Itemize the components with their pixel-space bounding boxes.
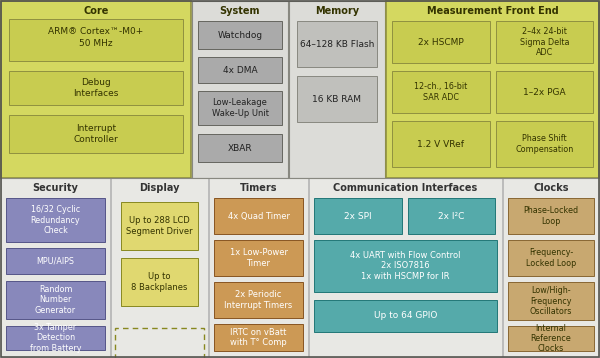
Bar	[314, 198, 401, 234]
Bar	[111, 178, 208, 357]
Text: Watchdog: Watchdog	[217, 30, 263, 39]
Text: Security: Security	[32, 183, 79, 193]
Bar	[214, 282, 303, 318]
Text: 1.2 V VRef: 1.2 V VRef	[417, 140, 464, 149]
Text: Clocks: Clocks	[533, 183, 569, 193]
Text: 2x SPI: 2x SPI	[344, 212, 371, 221]
Text: 50 MHz: 50 MHz	[79, 39, 113, 48]
Bar	[392, 21, 490, 63]
Bar	[289, 1, 385, 178]
Bar	[198, 21, 282, 49]
Text: Phase Shift
Compensation: Phase Shift Compensation	[515, 134, 574, 154]
Bar	[9, 19, 183, 61]
Bar	[214, 240, 303, 276]
Bar	[314, 240, 497, 292]
Text: System: System	[220, 6, 260, 16]
Text: Internal
Reference
Clocks: Internal Reference Clocks	[530, 324, 571, 353]
Bar	[503, 178, 599, 357]
Bar	[392, 121, 490, 167]
Text: Communication Interfaces: Communication Interfaces	[334, 183, 478, 193]
Text: Low-Leakage
Wake-Up Unit: Low-Leakage Wake-Up Unit	[212, 98, 269, 118]
Text: 1x Low-Power
Timer: 1x Low-Power Timer	[229, 248, 287, 268]
Bar	[314, 300, 497, 332]
Text: Memory: Memory	[315, 6, 359, 16]
Text: 2x I²C: 2x I²C	[438, 212, 464, 221]
Bar	[496, 21, 593, 63]
Bar	[496, 71, 593, 113]
Text: 4x Quad Timer: 4x Quad Timer	[227, 212, 290, 221]
Bar	[214, 324, 303, 351]
Text: Interrupt
Controller: Interrupt Controller	[74, 124, 118, 144]
Bar	[192, 1, 288, 178]
Text: XBAR: XBAR	[227, 144, 253, 153]
Bar	[508, 240, 594, 276]
Bar	[209, 178, 308, 357]
Text: 4x UART with Flow Control
2x ISO7816
1x with HSCMP for IR: 4x UART with Flow Control 2x ISO7816 1x …	[350, 251, 461, 281]
Text: Debug
Interfaces: Debug Interfaces	[73, 78, 119, 98]
Bar	[121, 202, 198, 250]
Text: Frequency-
Locked Loop: Frequency- Locked Loop	[526, 248, 576, 268]
Text: 3x Tamper
Detection
from Battery: 3x Tamper Detection from Battery	[30, 323, 81, 353]
Bar	[1, 1, 191, 178]
Text: Timers: Timers	[240, 183, 277, 193]
Text: Up to 64 GPIO: Up to 64 GPIO	[374, 311, 437, 320]
Bar	[115, 328, 204, 358]
Bar	[9, 115, 183, 153]
Text: 2–4x 24-bit
Sigma Delta
ADC: 2–4x 24-bit Sigma Delta ADC	[520, 27, 569, 57]
Bar	[407, 198, 495, 234]
Text: IRTC on vBatt
with T° Comp: IRTC on vBatt with T° Comp	[230, 328, 287, 347]
Text: Up to 288 LCD
Segment Driver: Up to 288 LCD Segment Driver	[126, 216, 193, 236]
Bar	[6, 281, 105, 319]
Bar	[386, 1, 599, 178]
Text: 2x HSCMP: 2x HSCMP	[418, 38, 464, 47]
Bar	[6, 326, 105, 350]
Text: ARM® Cortex™-M0+: ARM® Cortex™-M0+	[49, 26, 143, 35]
Text: MPU/AIPS: MPU/AIPS	[37, 256, 74, 266]
Bar	[508, 282, 594, 320]
Bar	[198, 134, 282, 162]
Text: Random
Number
Generator: Random Number Generator	[35, 285, 76, 315]
Text: 16 KB RAM: 16 KB RAM	[313, 95, 361, 103]
Bar	[1, 178, 599, 357]
Bar	[392, 71, 490, 113]
Bar	[508, 198, 594, 234]
Bar	[508, 326, 594, 351]
Bar	[496, 121, 593, 167]
Bar	[9, 71, 183, 105]
Text: 64–128 KB Flash: 64–128 KB Flash	[300, 39, 374, 48]
Bar	[6, 198, 105, 242]
Bar	[214, 198, 303, 234]
Text: Low/High-
Frequency
Oscillators: Low/High- Frequency Oscillators	[530, 286, 572, 316]
Text: Phase-Locked
Loop: Phase-Locked Loop	[523, 206, 578, 226]
Bar	[198, 91, 282, 125]
Text: 12-ch., 16-bit
SAR ADC: 12-ch., 16-bit SAR ADC	[414, 82, 467, 102]
Text: 1–2x PGA: 1–2x PGA	[523, 87, 566, 97]
Bar	[1, 1, 599, 178]
Bar	[309, 178, 502, 357]
Bar	[297, 21, 377, 67]
Text: Core: Core	[83, 6, 109, 16]
Bar	[121, 258, 198, 306]
Text: 4x DMA: 4x DMA	[223, 66, 257, 74]
Text: Display: Display	[139, 183, 180, 193]
Text: Measurement Front End: Measurement Front End	[427, 6, 559, 16]
Text: 16/32 Cyclic
Redundancy
Check: 16/32 Cyclic Redundancy Check	[31, 205, 80, 235]
Bar	[6, 248, 105, 274]
Bar	[297, 76, 377, 122]
Text: 2x Periodic
Interrupt Timers: 2x Periodic Interrupt Timers	[224, 290, 293, 310]
Bar	[198, 57, 282, 83]
Text: Up to
8 Backplanes: Up to 8 Backplanes	[131, 272, 188, 292]
Bar	[1, 178, 110, 357]
